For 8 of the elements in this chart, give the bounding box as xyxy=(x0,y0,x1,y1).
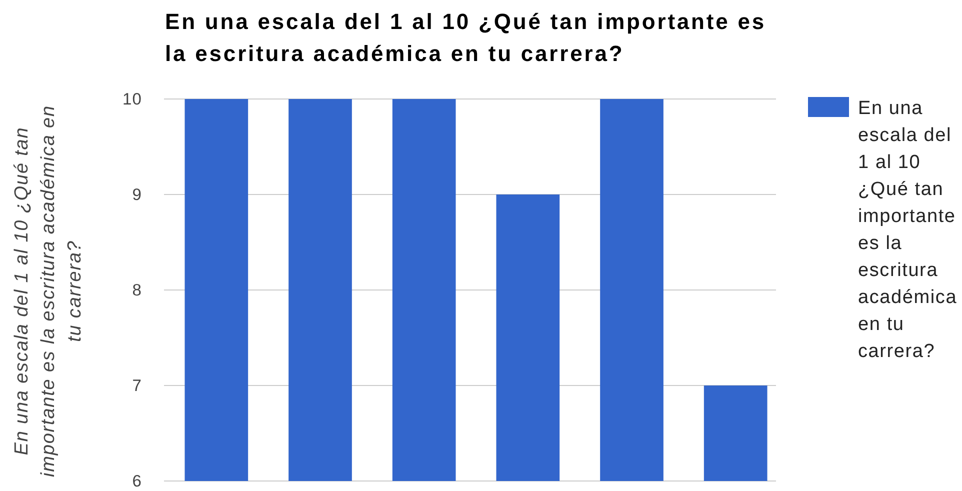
text: En una escala del 1 al 10 ¿Qué tan importante es la escritura académica en tu carrera? xyxy=(858,98,958,362)
y-tick-label: 6 xyxy=(132,472,142,490)
y-tick-label: 9 xyxy=(132,186,142,204)
y-tick-label: 8 xyxy=(132,281,142,300)
text: En una escala del 1 al 10 ¿Qué tan importante es la escritura académica en tu carrera? xyxy=(12,105,86,477)
y-tick-label: 7 xyxy=(132,376,142,395)
series-label: En una escala del 1 al 10 ¿Qué tan importante es la escritura académica en tu carrera? xyxy=(165,9,766,66)
y-tick-label: 10 xyxy=(122,90,142,108)
